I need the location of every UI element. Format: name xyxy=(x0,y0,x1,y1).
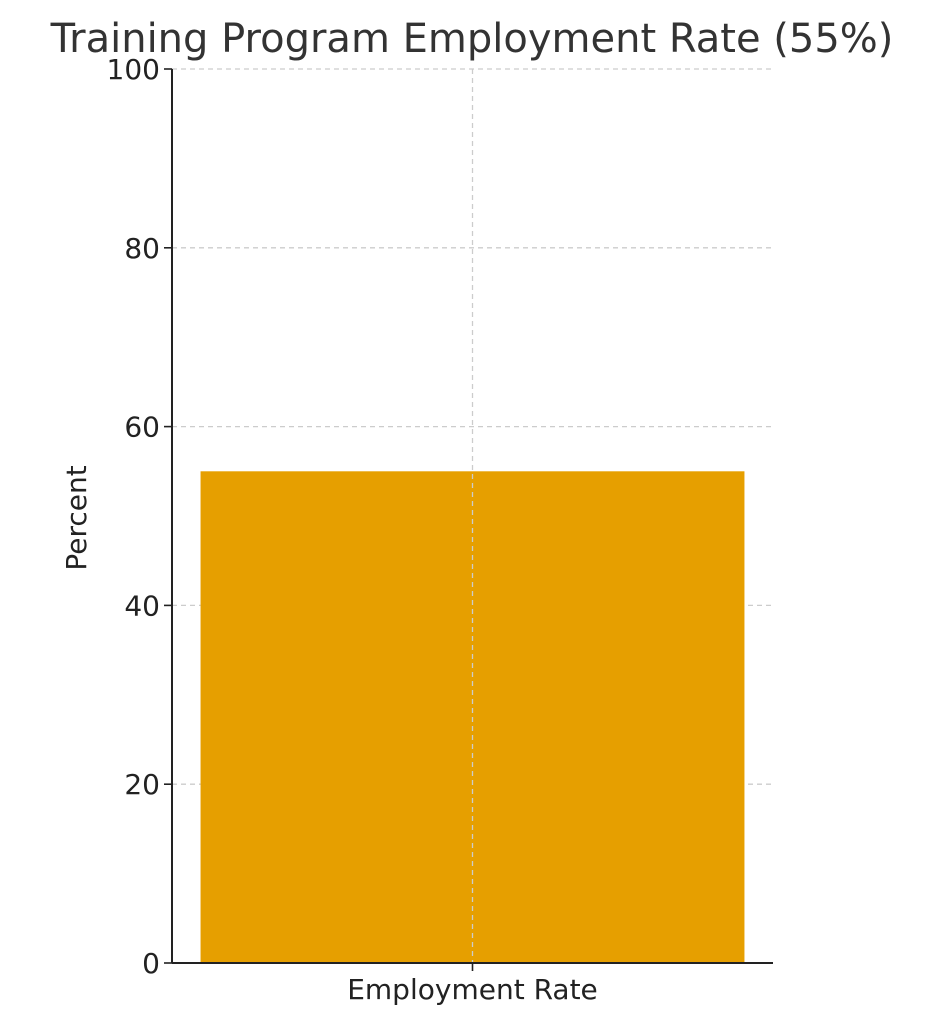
y-tick-label: 100 xyxy=(107,53,160,86)
y-tick-label: 40 xyxy=(124,589,160,622)
y-tick-layer: 0 20 40 60 80 100 xyxy=(107,53,172,980)
x-tick-label: Employment Rate xyxy=(347,973,598,1006)
y-tick-label: 0 xyxy=(142,947,160,980)
chart-title: Training Program Employment Rate (55%) xyxy=(50,16,894,62)
y-axis-label: Percent xyxy=(60,465,93,570)
x-tick-layer: Employment Rate xyxy=(347,963,598,1006)
y-tick-label: 20 xyxy=(124,768,160,801)
y-tick-label: 80 xyxy=(124,232,160,265)
y-tick-label: 60 xyxy=(124,411,160,444)
